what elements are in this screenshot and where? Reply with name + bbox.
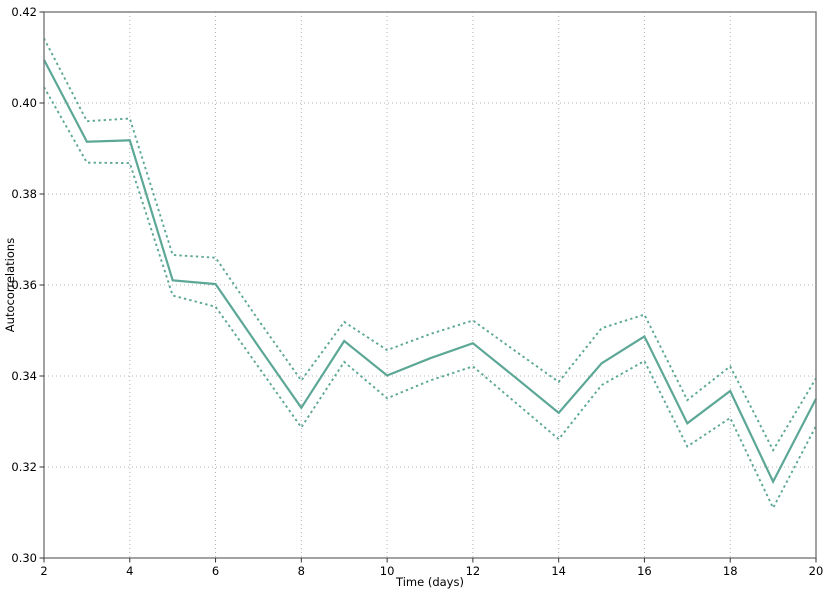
x-tick-label: 14: [551, 564, 566, 578]
y-axis-label: Autocorrelations: [3, 238, 17, 332]
x-tick-label: 20: [809, 564, 824, 578]
x-tick-label: 2: [40, 564, 47, 578]
y-tick-label: 0.30: [11, 551, 37, 565]
x-tick-label: 8: [298, 564, 305, 578]
x-tick-label: 4: [126, 564, 133, 578]
x-axis-label: Time (days): [395, 575, 464, 589]
lower-confidence-band-line: [43, 86, 817, 511]
grid-layer: [44, 12, 816, 558]
series-layer: [43, 37, 817, 511]
label-layer: Time (days) Autocorrelations: [3, 238, 464, 589]
upper-confidence-band-line: [43, 37, 817, 453]
x-tick-label: 12: [466, 564, 481, 578]
autocorrelation-line: [43, 59, 817, 485]
x-tick-label: 16: [637, 564, 652, 578]
y-tick-label: 0.40: [11, 96, 37, 110]
x-tick-label: 10: [380, 564, 395, 578]
x-tick-label: 6: [212, 564, 219, 578]
y-tick-label: 0.42: [11, 5, 37, 19]
y-tick-label: 0.38: [11, 187, 37, 201]
y-tick-label: 0.36: [11, 278, 37, 292]
y-tick-label: 0.32: [11, 460, 37, 474]
tick-layer: 2 4 6 8 10 12 14 16 18 20 0.30 0.32 0.34 0.36 0.38 0.40…: [11, 5, 823, 578]
x-tick-label: 18: [723, 564, 738, 578]
y-tick-label: 0.34: [11, 369, 37, 383]
